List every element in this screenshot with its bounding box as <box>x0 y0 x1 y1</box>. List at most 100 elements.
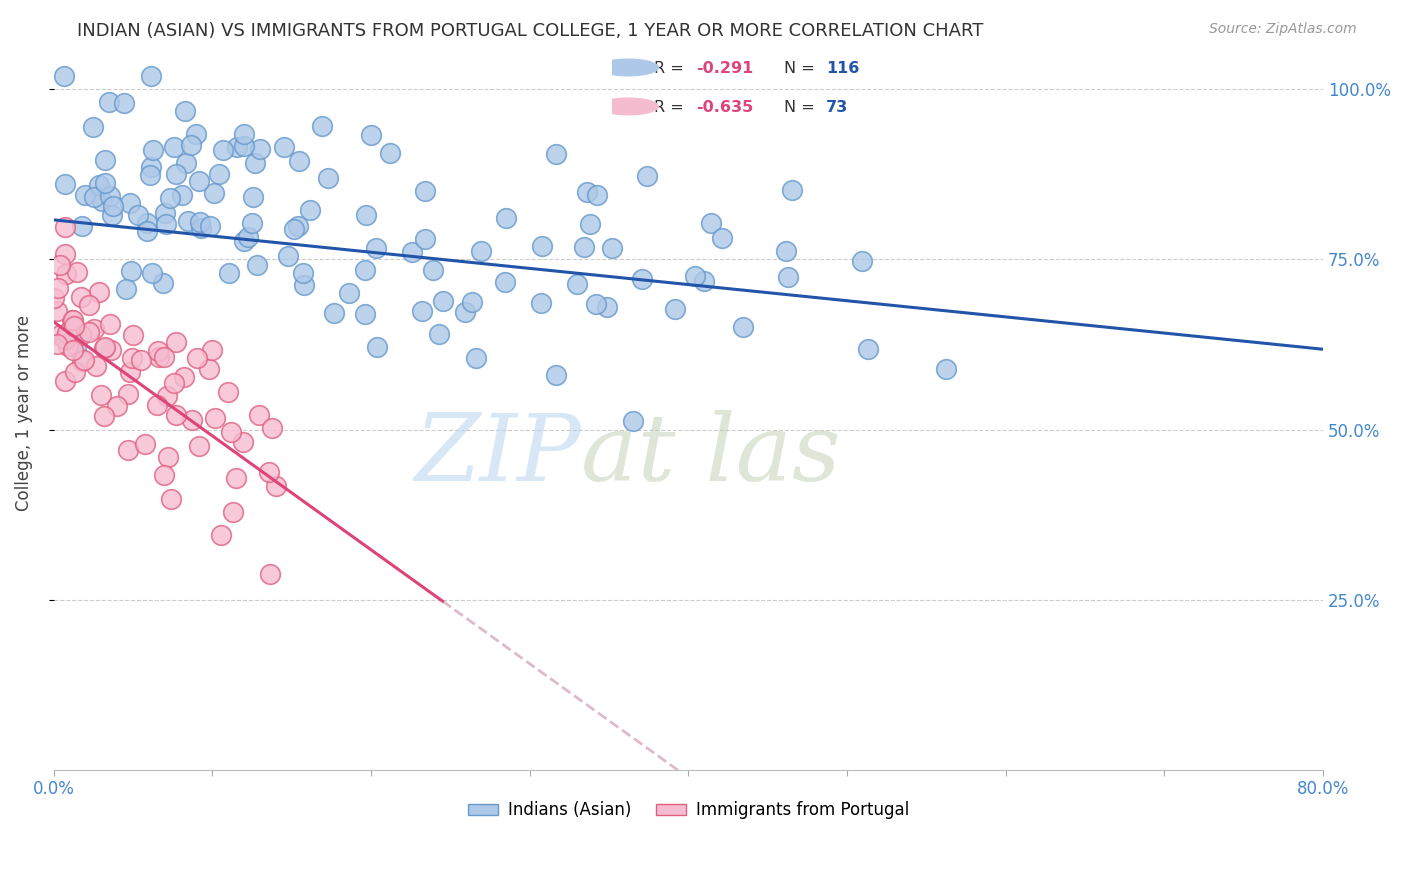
Point <box>163 376 186 391</box>
Point <box>93 409 115 423</box>
Point <box>148 350 170 364</box>
Point <box>165 408 187 422</box>
Point <box>83 322 105 336</box>
Point <box>454 305 477 319</box>
Point <box>153 350 176 364</box>
Point <box>495 211 517 225</box>
Point <box>198 361 221 376</box>
Point <box>432 293 454 308</box>
Point <box>180 138 202 153</box>
Point <box>247 408 270 422</box>
Point <box>198 219 221 233</box>
Point <box>66 265 89 279</box>
Point <box>98 317 121 331</box>
Point <box>101 208 124 222</box>
Point <box>103 198 125 212</box>
Point <box>94 153 117 167</box>
Point <box>105 400 128 414</box>
Point <box>292 266 315 280</box>
Point <box>70 290 93 304</box>
Point <box>152 276 174 290</box>
Point <box>153 206 176 220</box>
Point <box>135 224 157 238</box>
Point <box>218 267 240 281</box>
Point <box>53 178 76 192</box>
Point <box>208 167 231 181</box>
Point <box>602 241 624 255</box>
Point <box>82 120 104 134</box>
Point <box>129 353 152 368</box>
Point <box>530 239 553 253</box>
Point <box>201 343 224 358</box>
Point <box>146 343 169 358</box>
Point <box>122 327 145 342</box>
Point <box>62 343 84 357</box>
Point <box>156 388 179 402</box>
Point <box>73 187 96 202</box>
Point <box>232 434 254 449</box>
Point <box>177 214 200 228</box>
Point <box>56 339 79 353</box>
Point <box>173 370 195 384</box>
Point <box>176 156 198 170</box>
Legend: Indians (Asian), Immigrants from Portugal: Indians (Asian), Immigrants from Portuga… <box>461 795 915 826</box>
Point <box>98 95 121 109</box>
Point <box>65 340 87 354</box>
Point <box>664 302 686 317</box>
Point <box>87 178 110 192</box>
Text: ZIP: ZIP <box>413 410 581 500</box>
Point <box>242 190 264 204</box>
Point <box>89 285 111 299</box>
Point <box>422 263 444 277</box>
Y-axis label: College, 1 year or more: College, 1 year or more <box>15 315 32 510</box>
Point <box>60 312 83 326</box>
Point <box>117 387 139 401</box>
Point <box>56 326 79 340</box>
Point <box>94 176 117 190</box>
Text: R =: R = <box>654 100 689 115</box>
Text: at las: at las <box>581 410 841 500</box>
Point <box>100 343 122 358</box>
Point <box>494 275 516 289</box>
Point <box>322 306 344 320</box>
Point <box>187 174 209 188</box>
Point <box>411 303 433 318</box>
Point <box>273 140 295 154</box>
Point <box>578 218 600 232</box>
Point <box>378 145 401 160</box>
Point <box>55 267 77 281</box>
Point <box>413 232 436 246</box>
Point <box>427 326 450 341</box>
Point <box>160 491 183 506</box>
Point <box>572 239 595 253</box>
Point <box>186 351 208 366</box>
Point <box>780 183 803 197</box>
Point <box>245 259 267 273</box>
Point <box>93 342 115 356</box>
Point <box>621 414 644 428</box>
Point <box>585 296 607 310</box>
Point <box>90 388 112 402</box>
Point <box>94 341 117 355</box>
Point <box>544 147 567 161</box>
Point <box>232 139 254 153</box>
Point <box>575 185 598 199</box>
Point <box>401 245 423 260</box>
Point <box>233 234 256 248</box>
Point <box>202 186 225 200</box>
Point <box>141 69 163 83</box>
Point <box>544 368 567 382</box>
Point <box>596 300 619 314</box>
Point <box>413 184 436 198</box>
Point <box>470 244 492 259</box>
Point <box>693 275 716 289</box>
Point <box>242 216 264 230</box>
Point <box>366 341 388 355</box>
Point <box>136 216 159 230</box>
Point <box>63 365 86 379</box>
Point <box>139 160 162 174</box>
Point <box>262 421 284 435</box>
Point <box>159 191 181 205</box>
Point <box>337 285 360 300</box>
Point <box>222 505 245 519</box>
